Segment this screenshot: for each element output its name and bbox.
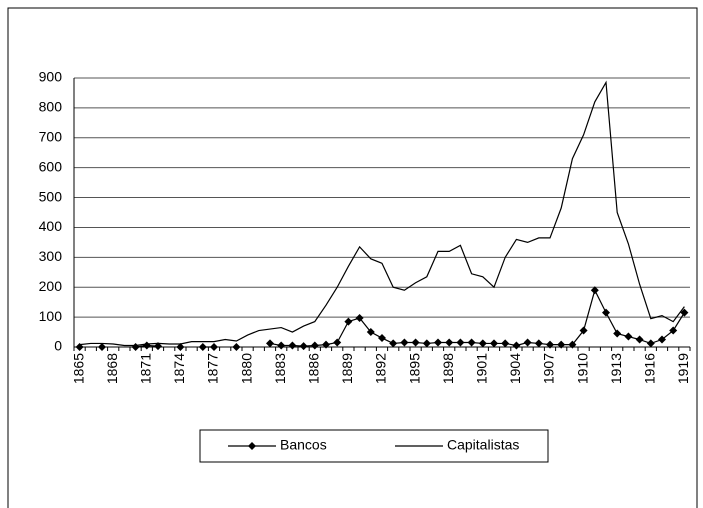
y-tick-label: 300 xyxy=(39,248,63,264)
data-point xyxy=(75,343,84,351)
legend-marker xyxy=(248,442,256,450)
data-point xyxy=(579,326,588,335)
y-tick-label: 0 xyxy=(54,338,62,354)
data-point xyxy=(232,343,241,351)
data-point xyxy=(568,340,577,349)
data-point xyxy=(501,339,510,348)
legend-label: Bancos xyxy=(280,437,327,453)
series-line xyxy=(79,80,685,347)
data-point xyxy=(490,339,498,348)
data-point xyxy=(680,308,689,317)
data-point xyxy=(411,338,420,347)
data-point xyxy=(658,335,666,344)
legend: Bancos Capitalistas xyxy=(199,429,549,463)
x-tick-label: 1901 xyxy=(474,353,490,384)
data-point xyxy=(422,339,431,348)
data-point xyxy=(389,339,398,348)
data-point xyxy=(210,343,218,351)
data-point xyxy=(512,341,521,350)
x-tick-label: 1886 xyxy=(306,353,322,384)
x-tick-label: 1916 xyxy=(642,353,658,384)
x-tick-label: 1883 xyxy=(272,353,288,384)
chart-frame xyxy=(7,7,698,508)
legend-box xyxy=(199,429,549,463)
y-tick-label: 900 xyxy=(39,69,63,85)
x-tick-label: 1898 xyxy=(440,353,456,384)
x-tick-label: 1889 xyxy=(339,353,355,384)
data-point xyxy=(176,343,185,351)
x-tick-label: 1892 xyxy=(373,353,389,384)
data-point xyxy=(98,343,106,351)
y-tick-label: 400 xyxy=(39,218,63,234)
y-tick-label: 200 xyxy=(39,278,63,294)
data-point xyxy=(378,334,386,343)
data-point xyxy=(635,335,644,344)
data-point xyxy=(288,341,297,350)
data-point xyxy=(669,326,678,335)
x-tick-label: 1895 xyxy=(406,353,422,384)
data-point xyxy=(445,338,454,347)
data-point xyxy=(534,339,543,348)
data-point xyxy=(366,328,375,337)
x-tick-label: 1874 xyxy=(171,353,187,384)
data-point xyxy=(590,286,599,295)
data-point xyxy=(355,314,364,323)
data-point xyxy=(344,317,353,326)
data-point xyxy=(557,340,566,349)
data-point xyxy=(299,342,308,351)
x-tick-label: 1877 xyxy=(205,353,221,384)
y-tick-label: 800 xyxy=(39,99,63,115)
x-tick-label: 1868 xyxy=(104,353,120,384)
data-point xyxy=(277,341,286,350)
data-point xyxy=(434,338,442,347)
data-point xyxy=(322,340,330,349)
data-point xyxy=(602,308,610,317)
x-tick-label: 1880 xyxy=(238,353,254,384)
y-tick-label: 500 xyxy=(39,188,63,204)
x-tick-label: 1907 xyxy=(541,353,557,384)
legend-label: Capitalistas xyxy=(447,437,519,453)
data-point xyxy=(467,338,476,347)
data-point xyxy=(546,340,554,349)
data-point xyxy=(266,339,274,348)
data-point xyxy=(142,341,151,350)
x-tick-label: 1910 xyxy=(574,353,590,384)
x-tick-label: 1871 xyxy=(138,353,154,384)
data-point xyxy=(400,338,409,347)
series-line xyxy=(135,288,685,348)
data-point xyxy=(624,332,633,341)
data-point xyxy=(198,343,207,351)
x-tick-label: 1913 xyxy=(608,353,624,384)
data-point xyxy=(310,341,319,350)
x-tick-label: 1904 xyxy=(507,353,523,384)
data-point xyxy=(131,343,140,351)
x-tick-label: 1865 xyxy=(70,353,86,384)
data-point xyxy=(613,329,622,338)
x-tick-label: 1919 xyxy=(675,353,691,384)
data-point xyxy=(478,339,487,348)
data-point xyxy=(456,338,465,347)
y-tick-label: 700 xyxy=(39,128,63,144)
y-tick-label: 600 xyxy=(39,158,63,174)
y-tick-label: 100 xyxy=(39,308,63,324)
data-point xyxy=(523,338,532,347)
data-point xyxy=(333,338,342,347)
data-point xyxy=(646,339,655,348)
